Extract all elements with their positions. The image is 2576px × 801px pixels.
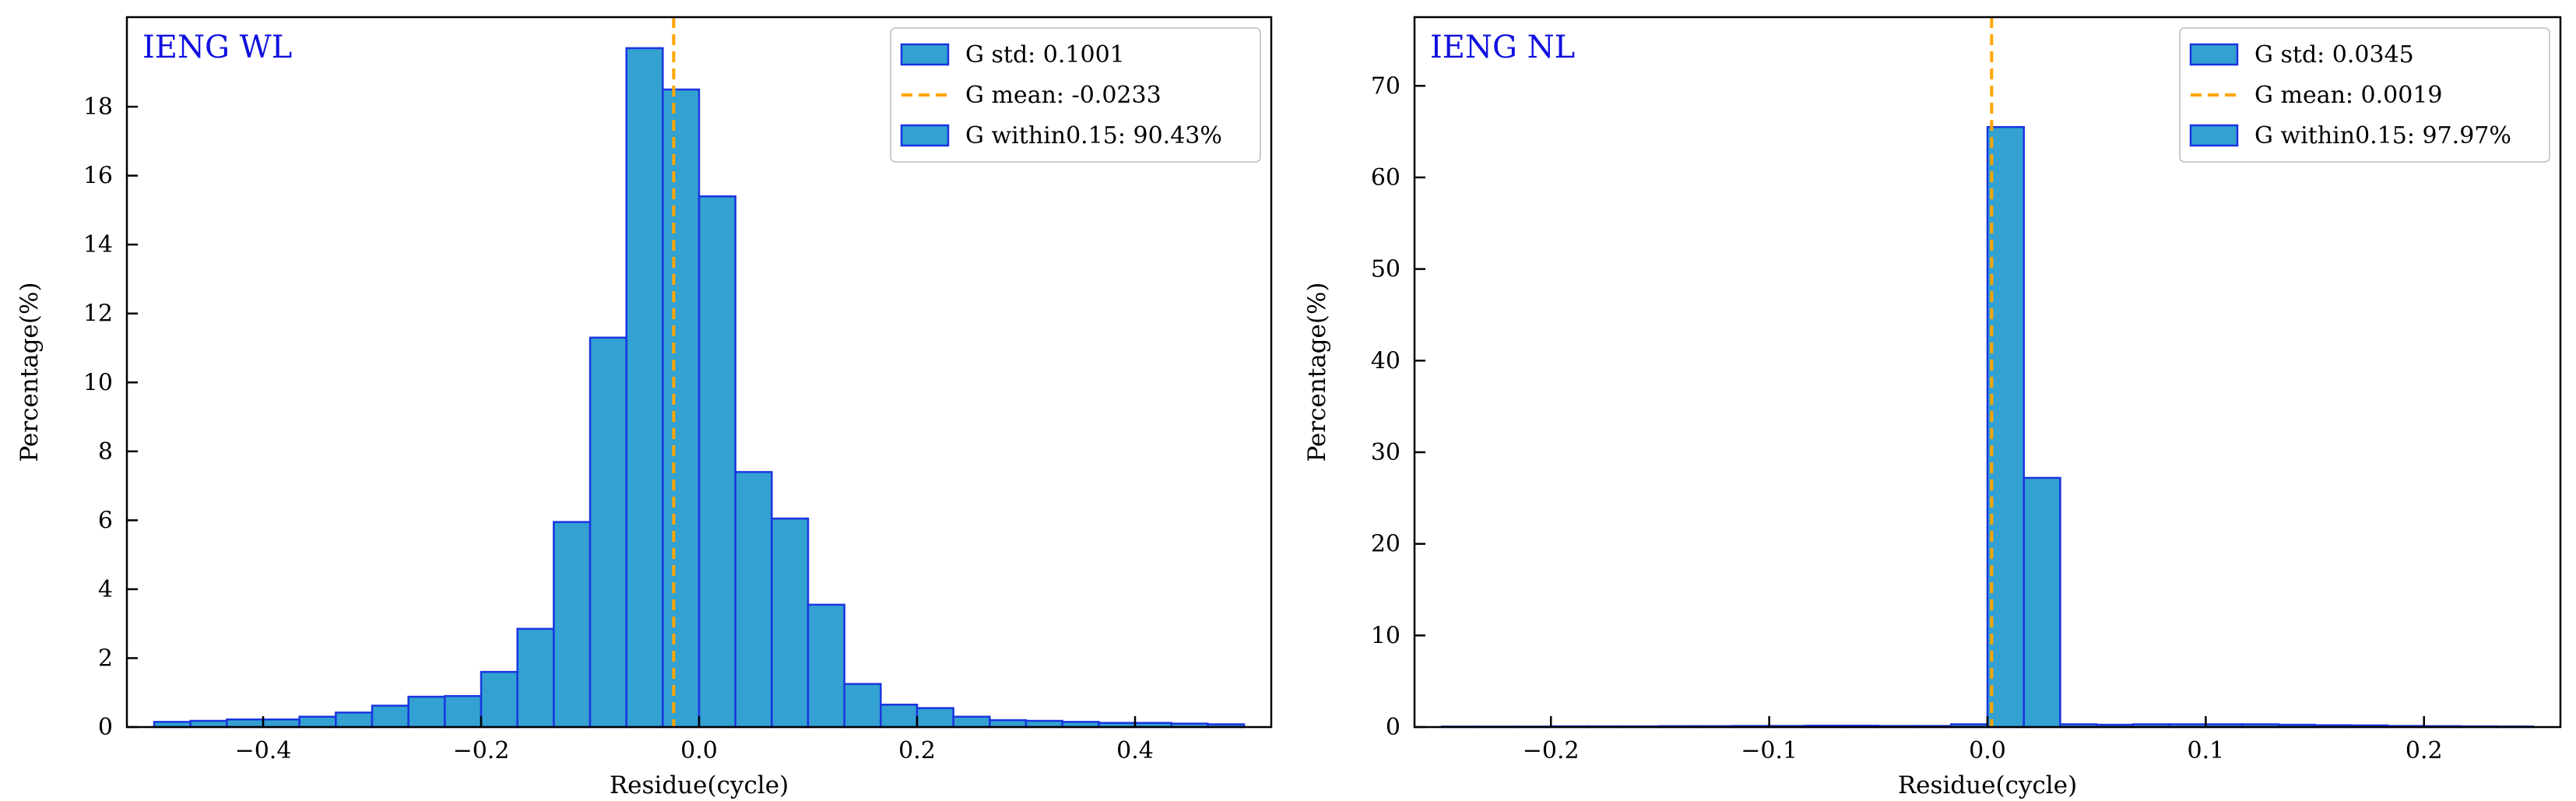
legend-entry-text: G std: 0.0345 [2254, 41, 2414, 69]
chart-panel-2: −0.2 −0.1 0.0 0.1 0.2 0 10 20 30 40 50 60 70 Residue(… [1303, 16, 2562, 799]
y-tick-label: 2 [98, 645, 113, 672]
y-tick-label: 8 [98, 438, 113, 465]
histogram-bar [662, 88, 701, 729]
y-tick-label: 0 [1386, 714, 1400, 741]
legend-entry-text: G within0.15: 97.97% [2254, 122, 2511, 149]
y-tick-label: 12 [83, 300, 113, 328]
y-tick-label: 70 [1371, 72, 1400, 100]
histogram-bar [698, 195, 736, 729]
histogram-bar [407, 695, 446, 729]
legend-bar-swatch [900, 43, 950, 66]
histogram-bar [553, 521, 592, 729]
chart-panel-1: −0.4 −0.2 0.0 0.2 0.4 0 2 4 6 8 10 12 14 16 18 Residue(… [16, 16, 1273, 799]
legend-box [2179, 27, 2550, 163]
histogram-bar [335, 711, 374, 729]
histogram-bar [371, 704, 409, 729]
histogram-bar [480, 670, 518, 729]
y-tick-label: 60 [1371, 164, 1400, 191]
histogram-bar [516, 627, 555, 729]
y-tick-label: 40 [1371, 347, 1400, 374]
legend-bar-swatch [2189, 124, 2239, 147]
legend-bar-swatch [2189, 43, 2239, 66]
x-tick-label: 0.2 [898, 737, 936, 764]
legend-entry-text: G within0.15: 90.43% [965, 122, 1222, 149]
histogram-bar [262, 718, 300, 729]
histogram-bar [444, 694, 483, 729]
legend-entry-text: G mean: 0.0019 [2254, 82, 2443, 109]
y-axis-label: Percentage(%) [16, 282, 44, 462]
x-tick-label: −0.2 [1523, 737, 1580, 764]
histogram-bar [989, 718, 1028, 729]
x-tick-label: 0.0 [1969, 737, 2006, 764]
y-tick-label: 14 [83, 231, 113, 258]
y-tick-label: 4 [98, 576, 113, 603]
x-tick-label: −0.4 [235, 737, 292, 764]
legend: G std: 0.1001 G mean: -0.0233 G within0.15… [890, 27, 1261, 163]
y-tick-label: 6 [98, 507, 113, 534]
histogram-bar [771, 517, 810, 729]
y-tick-label: 30 [1371, 439, 1400, 466]
x-tick-label: 0.2 [2406, 737, 2443, 764]
histogram-bar [625, 47, 664, 729]
y-axis-label: Percentage(%) [1303, 282, 1331, 462]
histogram-bar [2022, 476, 2061, 729]
legend-bar-swatch [900, 124, 950, 147]
histogram-bar [807, 603, 845, 729]
panel-title: IENG WL [142, 30, 292, 65]
histogram-bar [915, 707, 954, 729]
legend-entry-text: G std: 0.1001 [965, 41, 1125, 69]
y-tick-label: 10 [1371, 622, 1400, 649]
histogram-bar [298, 715, 337, 729]
x-tick-label: −0.1 [1741, 737, 1798, 764]
x-tick-label: 0.0 [680, 737, 718, 764]
histogram-bar [843, 683, 882, 729]
histogram-bar [952, 715, 991, 729]
legend: G std: 0.0345 G mean: 0.0019 G within0.15:… [2179, 27, 2550, 163]
x-axis-label: Residue(cycle) [610, 771, 789, 799]
y-tick-label: 0 [98, 714, 113, 741]
y-tick-label: 50 [1371, 256, 1400, 283]
x-tick-label: 0.1 [2188, 737, 2225, 764]
y-tick-label: 10 [83, 369, 113, 396]
y-tick-label: 16 [83, 163, 113, 190]
histogram-bar [589, 336, 627, 729]
legend-entry-text: G mean: -0.0233 [965, 82, 1161, 109]
x-axis-label: Residue(cycle) [1898, 771, 2077, 799]
histogram-bar [226, 718, 265, 729]
legend-box [890, 27, 1261, 163]
histogram-bar [880, 703, 919, 729]
x-tick-label: 0.4 [1116, 737, 1154, 764]
x-tick-label: −0.2 [453, 737, 510, 764]
y-tick-label: 20 [1371, 531, 1400, 558]
panel-title: IENG NL [1430, 30, 1575, 65]
y-tick-label: 18 [83, 93, 113, 121]
histogram-bar [734, 471, 773, 729]
